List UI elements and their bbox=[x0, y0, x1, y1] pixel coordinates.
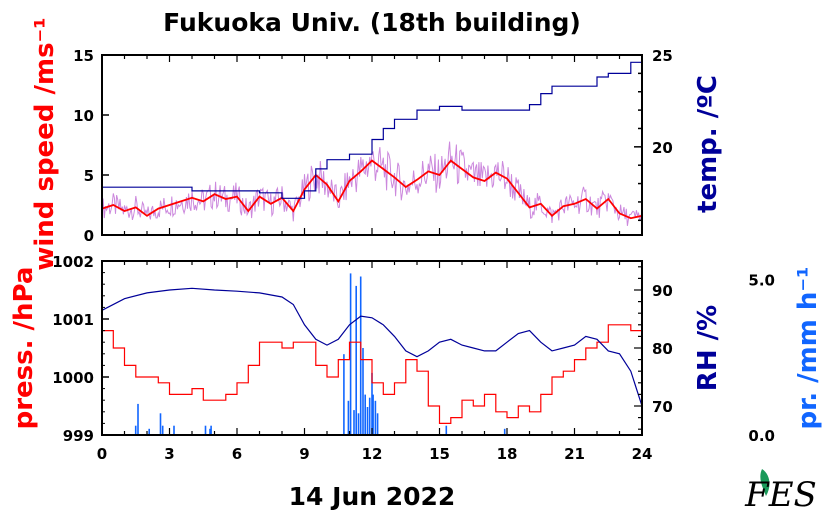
precip-bar bbox=[355, 285, 357, 435]
precip-bar bbox=[161, 425, 164, 435]
pressure-line bbox=[102, 324, 643, 424]
precip-axis-label: pr. /mm h⁻¹ bbox=[793, 266, 823, 429]
precip-bar bbox=[173, 425, 175, 435]
wind-tick-label: 0 bbox=[84, 227, 94, 245]
precip-bar bbox=[362, 348, 364, 435]
hour-tick-label: 6 bbox=[232, 445, 242, 463]
wind-tick-label: 15 bbox=[73, 47, 94, 65]
precip-bar bbox=[134, 425, 137, 435]
temperature-line bbox=[102, 61, 642, 199]
pressure-tick-label: 1000 bbox=[52, 369, 94, 387]
precip-bar bbox=[357, 413, 360, 436]
precip-tick-label: 0.0 bbox=[748, 427, 775, 445]
hour-tick-label: 24 bbox=[632, 445, 653, 463]
temp-tick-label: 25 bbox=[652, 47, 673, 65]
chart-title: Fukuoka Univ. (18th building) bbox=[163, 8, 581, 37]
wind-speed-line bbox=[101, 159, 643, 220]
rh-tick-label: 90 bbox=[652, 282, 673, 300]
hour-tick-label: 15 bbox=[429, 445, 450, 463]
precip-bar bbox=[347, 400, 350, 435]
logo-text: FES bbox=[744, 475, 817, 515]
precip-bar bbox=[376, 413, 379, 436]
temp-tick-label: 20 bbox=[652, 139, 673, 157]
wind-speed-axis-label: wind speed /ms⁻¹ bbox=[30, 17, 60, 270]
wind-temp-panel: 0 5 10 15 20 25 bbox=[73, 47, 673, 245]
precip-bar bbox=[353, 410, 355, 435]
precip-bar bbox=[503, 428, 506, 435]
pressure-rh-precip-panel: 999 1000 1001 1002 70 80 90 0.0 5.0 0 3 6 9 12 15 18 21 2… bbox=[52, 253, 775, 463]
pressure-axis-label: press. /hPa bbox=[9, 267, 39, 430]
rh-line bbox=[101, 287, 643, 407]
precip-bar bbox=[374, 400, 377, 435]
precip-bar bbox=[137, 403, 139, 435]
precip-bar bbox=[148, 428, 150, 435]
precip-bar bbox=[159, 413, 162, 436]
precip-bar bbox=[445, 425, 448, 435]
precip-bar bbox=[209, 428, 211, 435]
precip-bar bbox=[349, 273, 352, 435]
precip-tick-label: 5.0 bbox=[748, 272, 775, 290]
pressure-tick-label: 1002 bbox=[52, 253, 94, 271]
wind-tick-label: 10 bbox=[73, 107, 94, 125]
temperature-axis-label: temp. /ºC bbox=[693, 75, 723, 213]
pressure-tick-label: 1001 bbox=[52, 311, 94, 329]
hour-tick-label: 21 bbox=[564, 445, 585, 463]
precip-bar bbox=[368, 397, 371, 435]
precip-bar bbox=[204, 425, 207, 435]
precip-bar bbox=[343, 354, 345, 435]
wind-tick-label: 5 bbox=[84, 167, 94, 185]
rh-tick-label: 80 bbox=[652, 340, 673, 358]
rh-axis-label: RH /% bbox=[693, 305, 723, 391]
hour-tick-label: 0 bbox=[97, 445, 107, 463]
precip-bar bbox=[364, 394, 366, 435]
precip-bar bbox=[371, 372, 373, 435]
fes-logo: FES bbox=[744, 469, 817, 515]
date-axis-label: 14 Jun 2022 bbox=[289, 482, 456, 511]
hour-tick-label: 18 bbox=[497, 445, 518, 463]
hour-tick-label: 9 bbox=[299, 445, 309, 463]
precip-bar bbox=[210, 425, 212, 435]
precip-bar bbox=[366, 407, 369, 435]
rh-tick-label: 70 bbox=[652, 398, 673, 416]
hour-tick-label: 3 bbox=[164, 445, 174, 463]
precip-bar bbox=[372, 394, 374, 435]
pressure-tick-label: 999 bbox=[63, 427, 94, 445]
hour-tick-label: 12 bbox=[362, 445, 383, 463]
